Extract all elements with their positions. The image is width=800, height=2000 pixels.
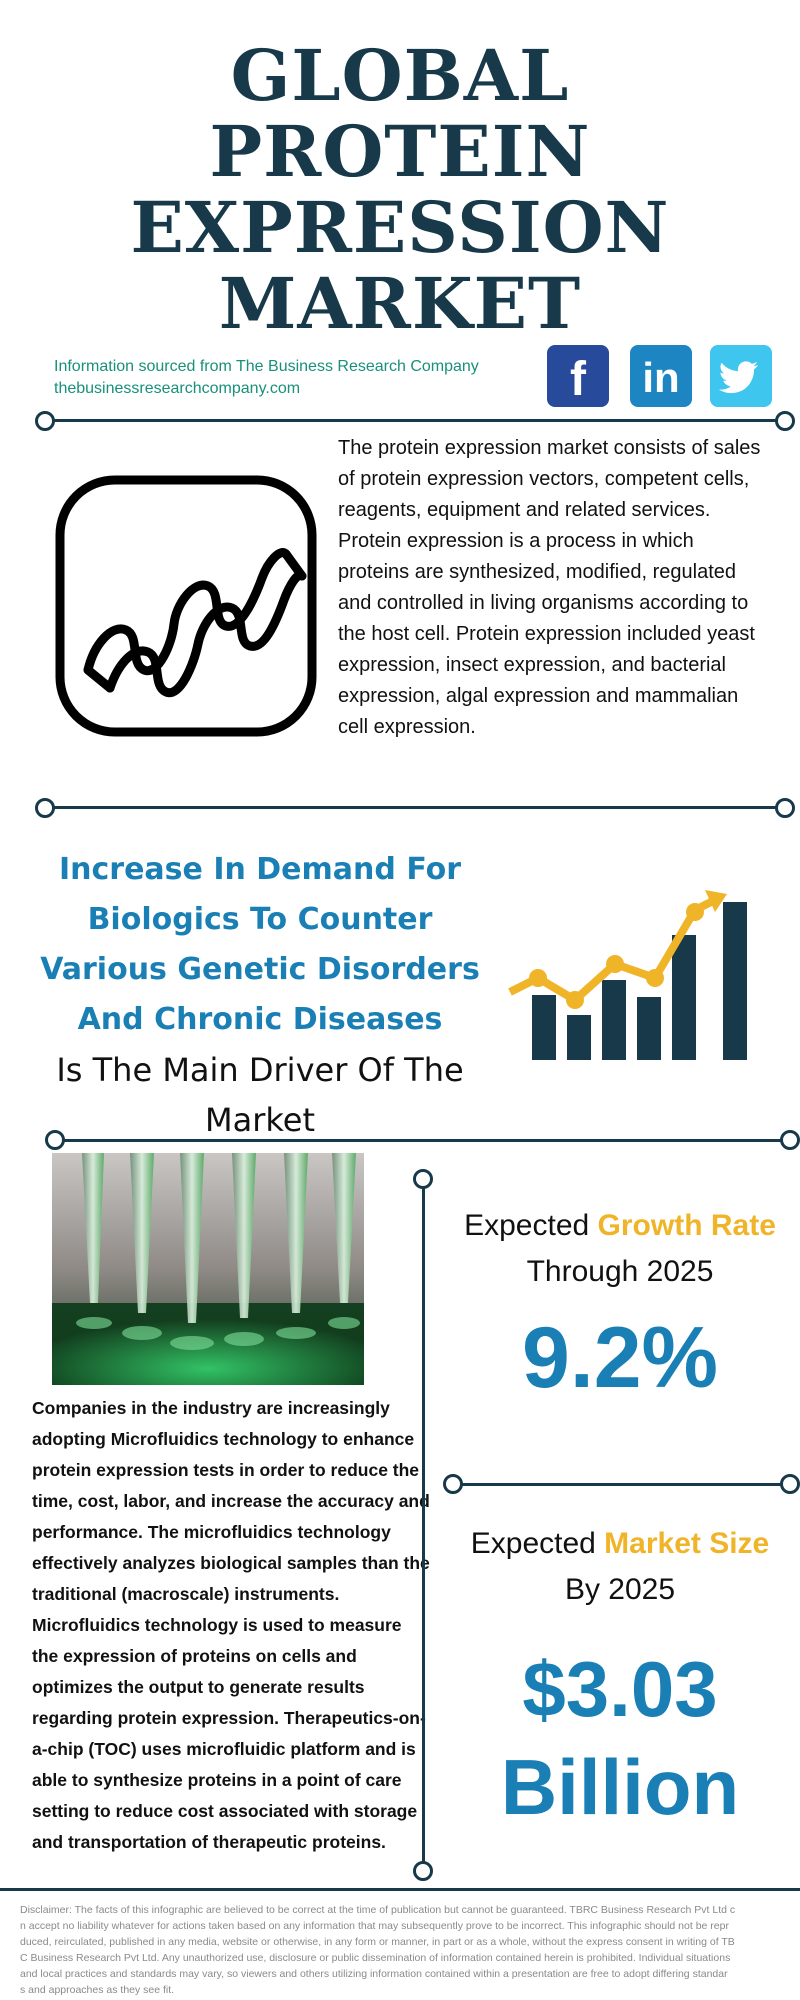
growth-chart-icon	[505, 880, 760, 1060]
disclaimer-line: C Business Research Pvt Ltd. Any unautho…	[20, 1952, 731, 1964]
growth-highlight: Growth Rate	[597, 1209, 776, 1242]
disclaimer-line: and local practices and standards may va…	[20, 1968, 728, 1980]
footer-divider	[0, 1888, 800, 1891]
disclaimer-line: Disclaimer: The facts of this infographi…	[20, 1904, 736, 1916]
dna-helix-icon	[54, 474, 318, 738]
growth-rate-label: Expected Growth Rate Through 2025	[450, 1203, 790, 1295]
source-line: Information sourced from The Business Re…	[54, 358, 479, 375]
disclaimer: Disclaimer: The facts of this infographi…	[20, 1902, 800, 1998]
source-url[interactable]: thebusinessresearchcompany.com	[54, 380, 301, 397]
driver-highlight: Increase In Demand For Biologics To Coun…	[40, 852, 480, 1037]
linkedin-icon[interactable]: in	[630, 345, 692, 407]
growth-rate-value: 9.2%	[521, 1310, 719, 1406]
market-value-amount: $3.03	[522, 1645, 718, 1733]
vertical-divider	[422, 1182, 425, 1867]
divider-dot	[780, 1474, 800, 1494]
page-title: GLOBAL PROTEIN EXPRESSION MARKET	[0, 38, 800, 342]
intro-paragraph: The protein expression market consists o…	[338, 437, 761, 738]
market-size-value: $3.03 Billion	[450, 1640, 790, 1836]
divider-dot	[413, 1861, 433, 1881]
source-credit: Information sourced from The Business Re…	[54, 356, 479, 400]
growth-suffix: Through 2025	[526, 1255, 714, 1288]
microfluidics-paragraph: Companies in the industry are increasing…	[32, 1398, 430, 1852]
divider-dot	[443, 1474, 463, 1494]
disclaimer-line: n accept no liability whatever for actio…	[20, 1920, 729, 1932]
section-divider	[62, 1139, 792, 1142]
driver-text: Is The Main Driver Of The Market	[56, 1051, 464, 1139]
disclaimer-line: s and approaches as they see fit.	[20, 1984, 175, 1996]
title-line-2: PROTEIN	[209, 110, 591, 193]
growth-prefix: Expected	[464, 1209, 598, 1242]
facebook-icon[interactable]: f	[547, 345, 609, 407]
market-prefix: Expected	[470, 1527, 605, 1560]
divider-dot	[45, 1130, 65, 1150]
twitter-icon[interactable]	[710, 345, 772, 407]
section-divider	[44, 419, 784, 422]
market-value-unit: Billion	[500, 1743, 740, 1831]
svg-text:in: in	[642, 354, 679, 401]
title-line-4: MARKET	[218, 262, 582, 345]
title-line-3: EXPRESSION	[130, 186, 670, 269]
market-suffix: By 2025	[564, 1573, 676, 1606]
divider-dot	[775, 798, 795, 818]
divider-dot	[35, 798, 55, 818]
disclaimer-line: duced, reirculated, published in any med…	[20, 1936, 735, 1948]
divider-dot	[35, 411, 55, 431]
pipette-tips-photo	[52, 1153, 364, 1385]
market-size-label: Expected Market Size By 2025	[450, 1521, 790, 1613]
svg-text:f: f	[570, 353, 587, 406]
divider-dot	[780, 1130, 800, 1150]
market-highlight: Market Size	[604, 1527, 770, 1560]
section-divider	[462, 1483, 790, 1486]
divider-dot	[413, 1169, 433, 1189]
section-divider	[44, 806, 784, 809]
title-line-1: GLOBAL	[230, 34, 570, 117]
divider-dot	[775, 411, 795, 431]
